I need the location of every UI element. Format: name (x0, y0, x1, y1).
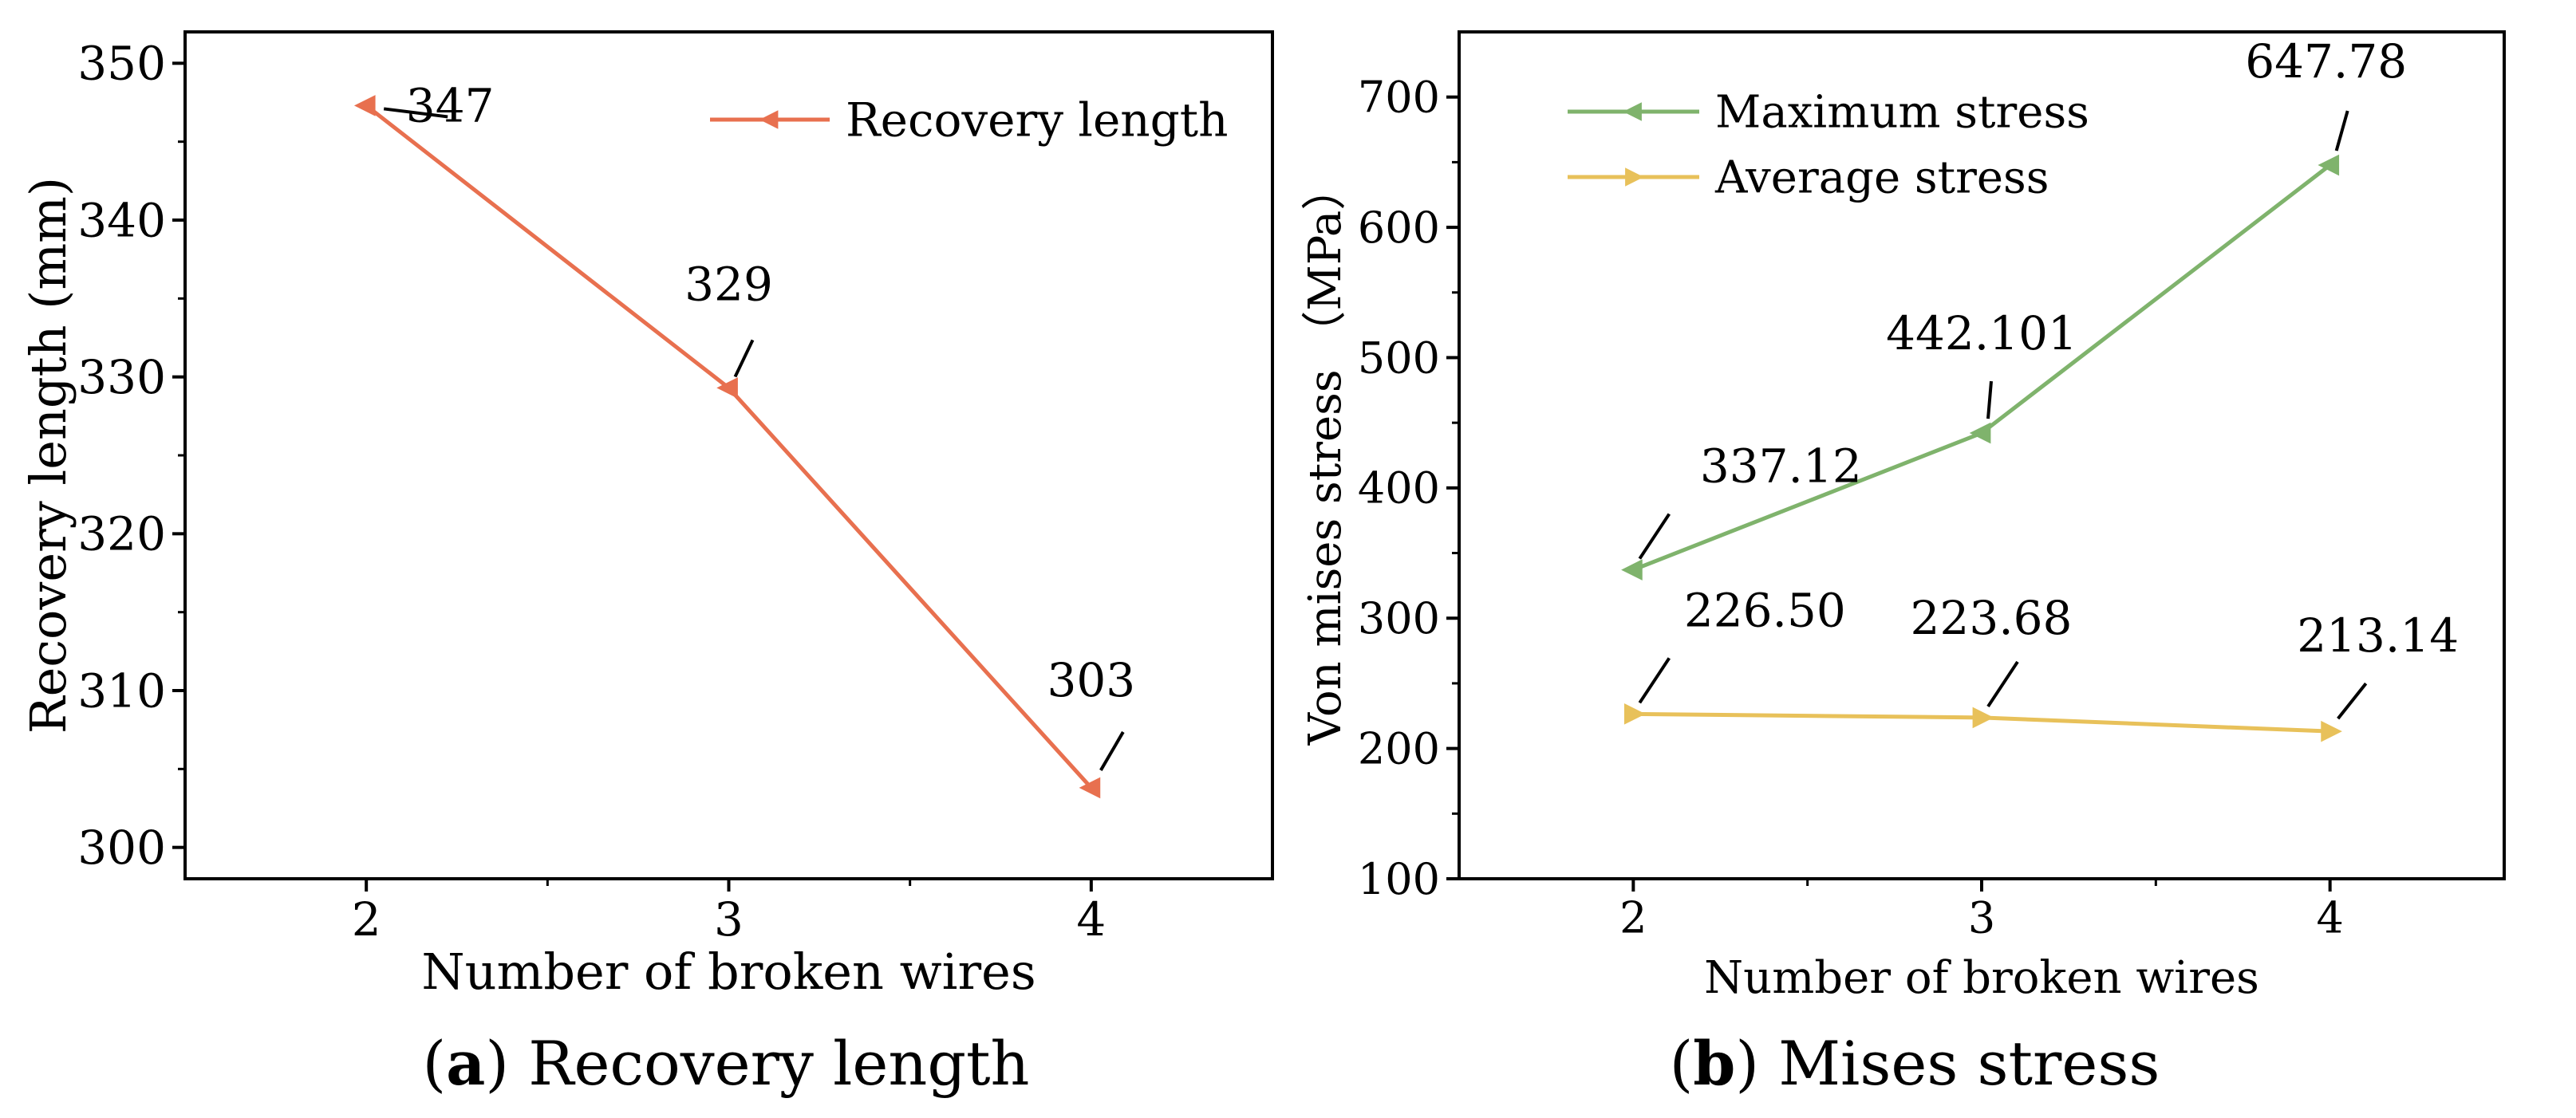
data-label-leader (1638, 657, 1671, 704)
data-label: 213.14 (2297, 608, 2459, 663)
data-label-leader (733, 339, 755, 378)
data-point (2318, 154, 2340, 176)
y-tick-label: 350 (77, 37, 166, 91)
data-label: 647.78 (2245, 34, 2407, 89)
legend-label: Recovery length (846, 93, 1228, 147)
data-label: 223.68 (1911, 591, 2073, 645)
data-label-leader (2334, 110, 2349, 152)
x-tick-label: 2 (352, 892, 381, 947)
y-tick-label: 300 (1358, 593, 1440, 644)
data-label-leader (1986, 380, 1993, 419)
legend-marker (1623, 102, 1642, 121)
x-axis-label: Number of broken wires (421, 943, 1036, 1001)
y-axis-label: Von mises stress （MPa） (1300, 166, 1351, 746)
series-recovery-length: 347 329 303 (353, 78, 1135, 799)
y-tick-label: 100 (1358, 854, 1440, 904)
series-line (1632, 163, 2332, 572)
legend-label: Maximum stress (1715, 87, 2089, 139)
legend: Maximum stress Average stress (1568, 87, 2089, 204)
x-tick-label: 3 (1968, 892, 1995, 943)
data-label-leader (1099, 730, 1125, 771)
x-tick-label: 4 (2316, 892, 2343, 943)
series-maximum-stress: 337.12 442.101 647.78 (1621, 34, 2407, 581)
chart-panel-b: 100 200 300 400 500 600 700 2 3 4 Number of broken… (1300, 30, 2506, 1099)
legend-label: Average stress (1714, 152, 2049, 204)
data-label-leader (383, 107, 448, 119)
caption-open: ( (1670, 1028, 1694, 1099)
data-point (353, 95, 376, 116)
y-tick-label: 310 (77, 663, 166, 718)
x-tick-label: 3 (714, 892, 744, 947)
data-label: 442.101 (1886, 306, 2077, 360)
y-tick-label: 500 (1358, 333, 1440, 383)
caption-text: ) Mises stress (1735, 1028, 2160, 1099)
caption-letter: a (446, 1028, 485, 1099)
caption: (a) Recovery length (423, 1028, 1030, 1099)
legend: Recovery length (710, 93, 1228, 147)
data-label: 226.50 (1684, 583, 1846, 637)
data-label-leader (2337, 682, 2368, 720)
chart-panel-a: 300 310 320 330 340 350 2 3 4 Number of broken wi… (19, 30, 1274, 1099)
data-point (2321, 720, 2342, 742)
data-point (716, 377, 738, 399)
data-label-leader (1986, 660, 2019, 708)
data-label: 337.12 (1700, 439, 1862, 494)
data-label: 347 (406, 78, 495, 132)
series-average-stress: 226.50 223.68 213.14 (1623, 583, 2459, 742)
x-axis-label: Number of broken wires (1704, 952, 2259, 1004)
caption: (b) Mises stress (1670, 1028, 2160, 1099)
y-tick-label: 600 (1358, 203, 1440, 253)
y-tick-label: 330 (77, 350, 166, 404)
y-axis-label: Recovery length (mm) (19, 177, 77, 734)
series-line (365, 104, 1093, 789)
x-tick-label: 4 (1076, 892, 1106, 947)
data-point (1972, 707, 1994, 729)
plot-frame (183, 30, 1274, 880)
y-tick-label: 200 (1358, 724, 1440, 774)
data-point (1623, 703, 1646, 725)
y-tick-label: 300 (77, 821, 166, 875)
data-point (1079, 777, 1101, 799)
y-tick-label: 320 (77, 507, 166, 561)
caption-letter: b (1693, 1028, 1735, 1099)
data-point (1621, 559, 1643, 581)
x-tick-label: 2 (1619, 892, 1647, 943)
caption-text: ) Recovery length (485, 1028, 1029, 1099)
data-point (1969, 422, 1991, 444)
data-label: 329 (684, 257, 773, 311)
y-tick-label: 400 (1358, 463, 1440, 514)
data-label: 303 (1047, 653, 1135, 707)
data-label-leader (1638, 513, 1671, 560)
y-tick-label: 340 (77, 193, 166, 247)
y-tick-label: 700 (1358, 73, 1440, 123)
legend-marker (1625, 167, 1644, 187)
caption-open: ( (423, 1028, 447, 1099)
legend-marker (759, 110, 779, 129)
